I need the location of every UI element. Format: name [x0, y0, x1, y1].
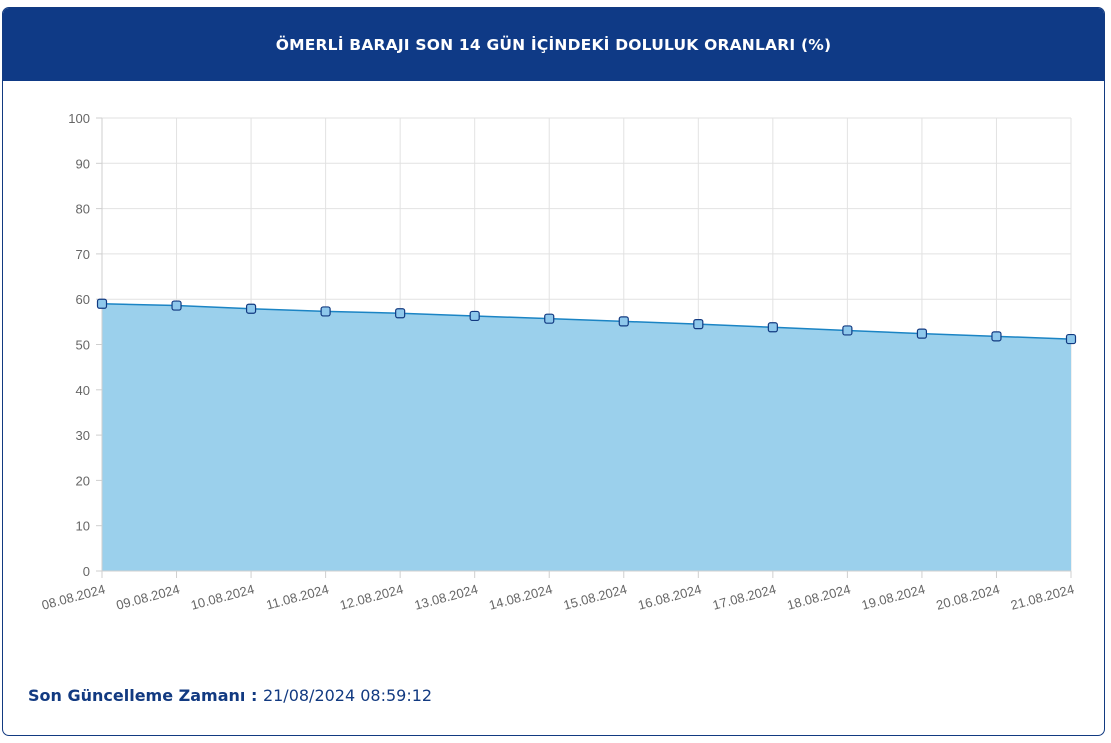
- y-tick-label: 10: [76, 519, 90, 534]
- y-tick-label: 40: [76, 383, 90, 398]
- last-updated: Son Güncelleme Zamanı : 21/08/2024 08:59…: [28, 686, 432, 705]
- x-tick-label: 09.08.2024: [115, 581, 182, 612]
- data-point[interactable]: [842, 325, 853, 336]
- y-tick-label: 90: [76, 156, 90, 171]
- data-point[interactable]: [693, 319, 704, 330]
- x-tick-label: 14.08.2024: [487, 581, 554, 612]
- x-tick-label: 19.08.2024: [860, 581, 927, 612]
- axes: [96, 117, 1072, 578]
- data-point[interactable]: [171, 300, 182, 311]
- data-point[interactable]: [469, 310, 480, 322]
- data-point[interactable]: [618, 316, 629, 327]
- y-tick-label: 100: [68, 111, 90, 126]
- x-tick-label: 17.08.2024: [711, 581, 778, 612]
- data-point[interactable]: [991, 331, 1002, 342]
- last-updated-label: Son Güncelleme Zamanı: [28, 686, 246, 705]
- data-point[interactable]: [395, 308, 406, 319]
- data-point[interactable]: [916, 328, 928, 339]
- area-series: [101, 302, 1072, 571]
- x-tick-label: 10.08.2024: [189, 581, 256, 612]
- x-tick-label: 21.08.2024: [1009, 581, 1076, 612]
- y-tick-label: 0: [83, 564, 90, 579]
- data-markers: [96, 298, 1077, 345]
- x-tick-label: 16.08.2024: [636, 581, 703, 612]
- card-header: ÖMERLİ BARAJI SON 14 GÜN İÇİNDEKİ DOLULU…: [3, 8, 1104, 81]
- data-point[interactable]: [320, 306, 331, 317]
- series-line: [101, 302, 1072, 340]
- y-tick-label: 50: [76, 338, 90, 353]
- area-fill: [102, 303, 1071, 571]
- data-point[interactable]: [1065, 333, 1077, 345]
- x-tick-label: 11.08.2024: [265, 581, 331, 612]
- data-point[interactable]: [544, 313, 555, 324]
- last-updated-value: 21/08/2024 08:59:12: [262, 686, 433, 705]
- last-updated-separator: :: [245, 686, 263, 705]
- y-tick-label: 80: [76, 202, 90, 217]
- y-tick-label: 70: [76, 247, 90, 262]
- data-point[interactable]: [96, 298, 108, 309]
- chart-title: ÖMERLİ BARAJI SON 14 GÜN İÇİNDEKİ DOLULU…: [275, 35, 832, 54]
- x-tick-label: 08.08.2024: [40, 581, 107, 612]
- data-point[interactable]: [245, 303, 257, 314]
- x-tick-label: 20.08.2024: [934, 581, 1001, 612]
- x-tick-label: 15.08.2024: [562, 581, 629, 612]
- x-tick-label: 12.08.2024: [338, 581, 405, 612]
- y-tick-label: 60: [76, 292, 90, 307]
- data-point[interactable]: [767, 322, 778, 333]
- x-tick-label: 13.08.2024: [413, 581, 480, 612]
- x-tick-label: 18.08.2024: [785, 581, 852, 612]
- y-tick-label: 30: [76, 428, 90, 443]
- y-tick-label: 20: [76, 473, 90, 488]
